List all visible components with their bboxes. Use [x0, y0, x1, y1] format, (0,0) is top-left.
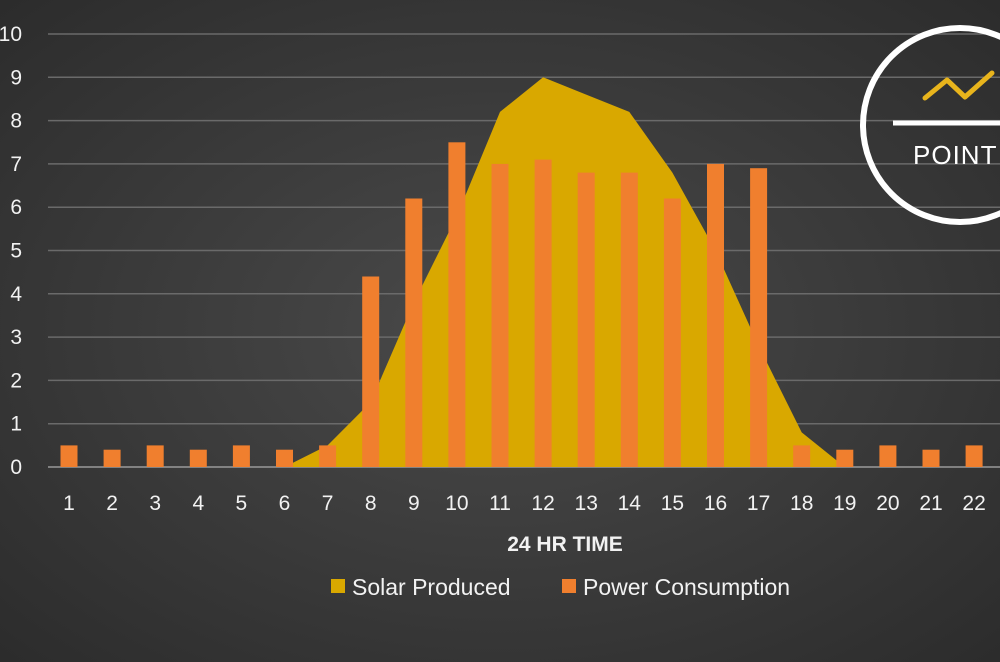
- y-axis-ticks: 0 1 2 3 4 5 6 7 8 9 10: [0, 23, 22, 479]
- legend-label-solar: Solar Produced: [352, 574, 511, 600]
- y-tick-label: 7: [10, 153, 22, 176]
- x-tick-label: 20: [876, 492, 899, 515]
- consumption-bar: [534, 159, 552, 467]
- y-tick-label: 1: [10, 413, 22, 436]
- logo-ring: [860, 25, 1000, 225]
- zigzag-icon: [922, 70, 995, 101]
- solar-area: [284, 77, 845, 468]
- x-tick-label: 8: [365, 492, 377, 515]
- x-tick-label: 5: [236, 492, 248, 515]
- x-tick-label: 7: [322, 492, 334, 515]
- x-tick-label: 3: [149, 492, 161, 515]
- x-tick-label: 6: [279, 492, 291, 515]
- x-tick-label: 14: [618, 492, 642, 515]
- consumption-bar: [405, 198, 423, 467]
- consumption-bar: [577, 172, 595, 467]
- consumption-bar: [362, 276, 380, 467]
- x-tick-label: 11: [489, 492, 511, 515]
- legend-swatch-solar: [331, 579, 345, 593]
- x-axis-ticks: 1 2 3 4 5 6 7 8 9 10 11 12 13 14 15 16 17 18 19 20 21 22: [63, 492, 986, 515]
- x-tick-label: 15: [661, 492, 684, 515]
- x-tick-label: 10: [445, 492, 468, 515]
- y-tick-label: 9: [10, 66, 22, 89]
- consumption-bar: [103, 449, 121, 467]
- legend: Solar Produced Power Consumption: [331, 574, 790, 600]
- x-tick-label: 19: [833, 492, 856, 515]
- consumption-bar: [491, 163, 509, 467]
- consumption-bar: [707, 163, 724, 467]
- x-tick-label: 12: [531, 492, 554, 515]
- x-tick-label: 1: [63, 492, 75, 515]
- y-tick-label: 4: [10, 283, 22, 306]
- x-tick-label: 18: [790, 492, 813, 515]
- y-tick-label: 0: [10, 456, 22, 479]
- legend-label-consumption: Power Consumption: [583, 574, 790, 600]
- y-tick-label: 10: [0, 23, 22, 46]
- consumption-bar: [879, 445, 897, 467]
- x-tick-label: 13: [575, 492, 598, 515]
- y-tick-label: 8: [10, 110, 22, 133]
- consumption-bar: [922, 449, 940, 467]
- consumption-bar: [189, 449, 207, 467]
- consumption-bar: [146, 445, 164, 467]
- x-tick-label: 16: [704, 492, 727, 515]
- consumption-bar: [60, 445, 78, 467]
- y-tick-label: 5: [10, 240, 22, 263]
- x-tick-label: 9: [408, 492, 420, 515]
- consumption-bar: [319, 445, 337, 467]
- consumption-bar: [750, 168, 768, 467]
- x-tick-label: 21: [919, 492, 942, 515]
- consumption-bar: [276, 449, 293, 467]
- consumption-bar: [232, 445, 250, 467]
- consumption-bar: [793, 445, 811, 467]
- x-axis-title: 24 HR TIME: [507, 533, 623, 556]
- consumption-bar: [620, 172, 638, 467]
- logo-text: POINT: [913, 140, 997, 170]
- consumption-bar: [663, 198, 681, 467]
- solar-area-layer: [284, 77, 845, 468]
- brand-logo: POINT: [860, 25, 1000, 225]
- consumption-bar: [965, 445, 983, 467]
- y-tick-label: 2: [10, 369, 22, 392]
- consumption-bar-layer: [60, 142, 983, 468]
- legend-swatch-consumption: [562, 579, 576, 593]
- x-tick-label: 22: [962, 492, 985, 515]
- x-tick-label: 4: [192, 492, 204, 515]
- x-tick-label: 2: [106, 492, 118, 515]
- y-tick-label: 6: [10, 196, 22, 219]
- consumption-bar: [836, 449, 854, 467]
- x-tick-label: 17: [747, 492, 770, 515]
- y-tick-label: 3: [10, 326, 22, 349]
- consumption-bar: [448, 142, 466, 468]
